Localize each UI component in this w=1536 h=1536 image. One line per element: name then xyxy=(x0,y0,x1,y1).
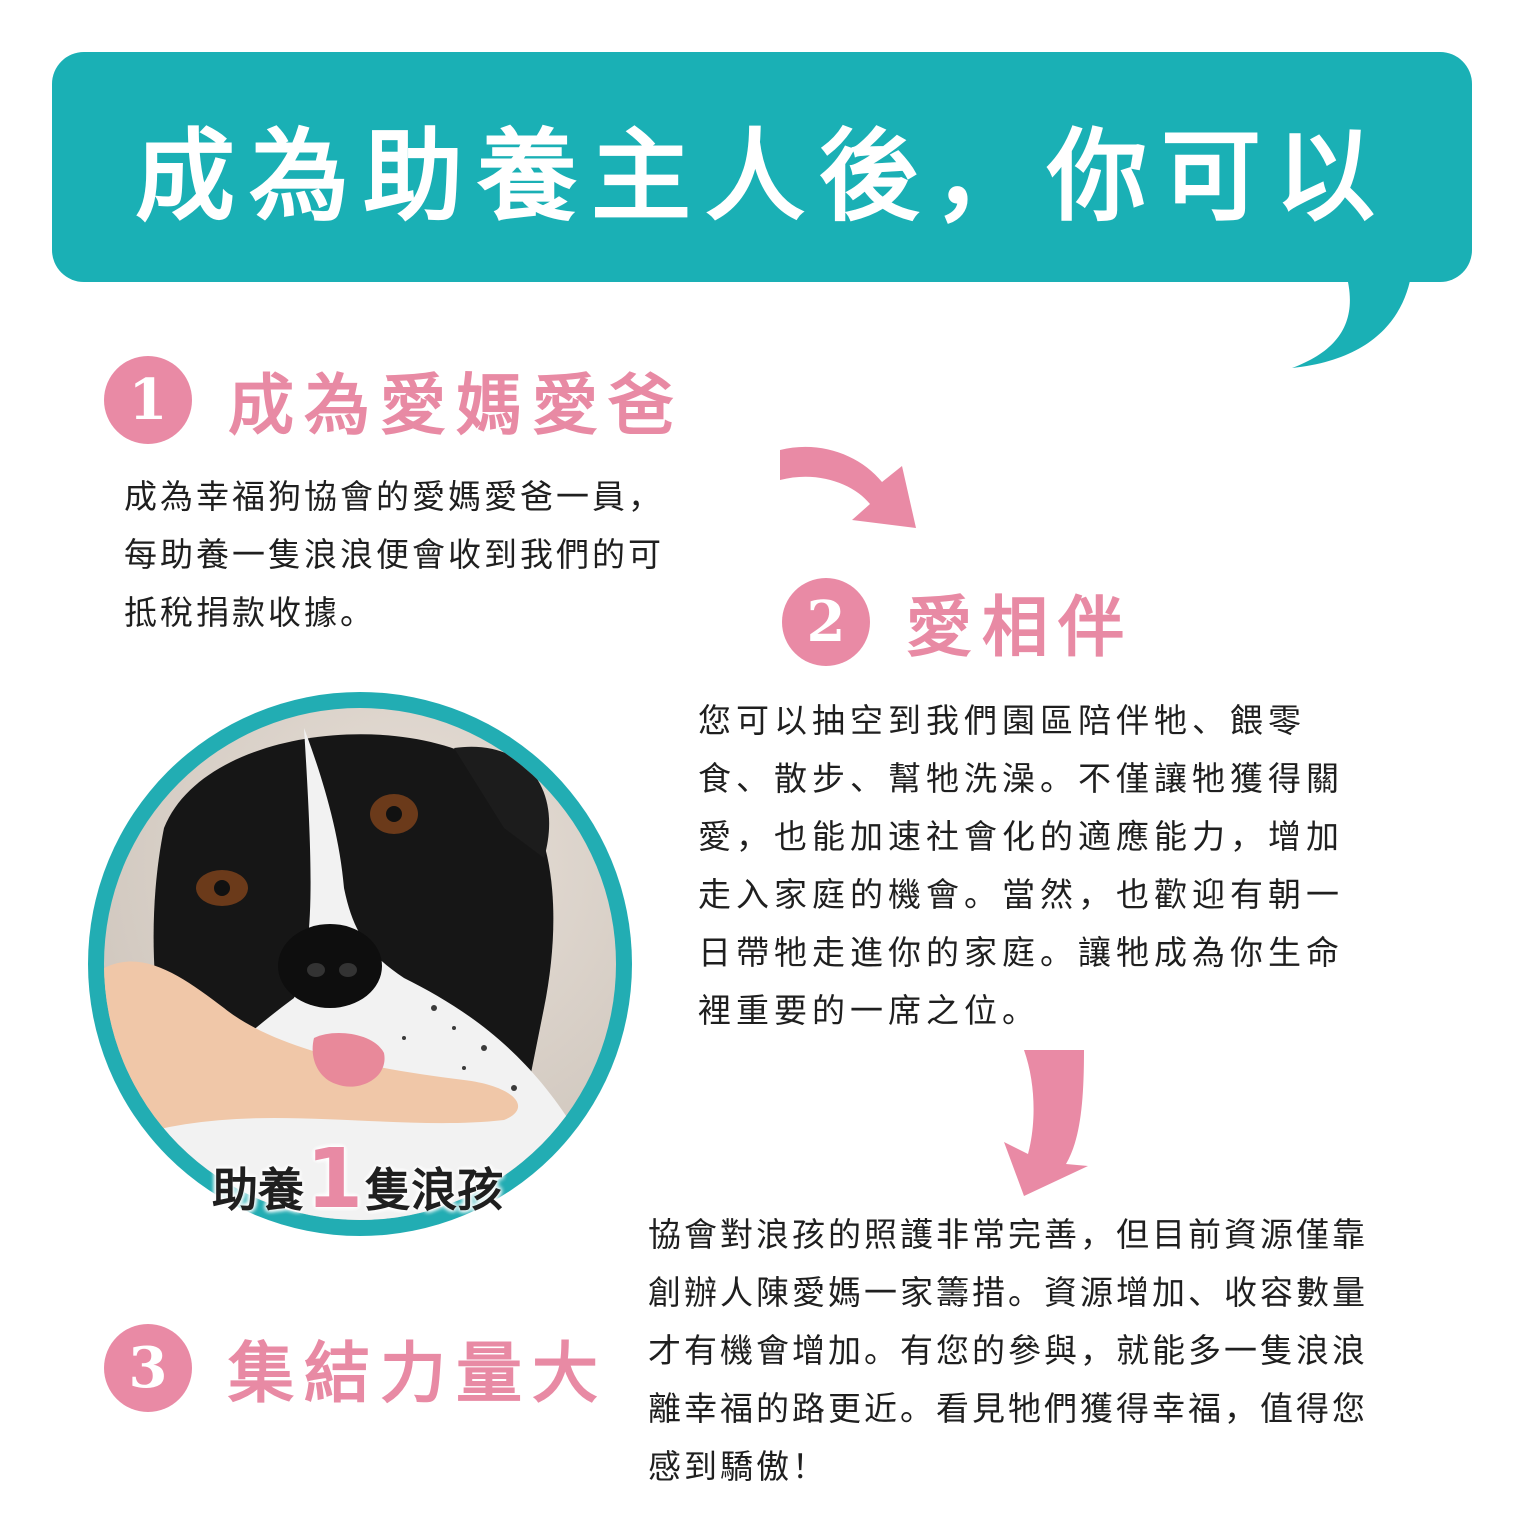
step-2-number: 2 xyxy=(782,578,870,666)
step-2-title: 愛相伴 xyxy=(906,589,1134,666)
step-2-line: 愛，也能加速社會化的適應能力，增加 xyxy=(698,817,1344,856)
dog-photo xyxy=(104,708,616,1220)
step-1-number: 1 xyxy=(104,356,192,444)
step-2-line: 走入家庭的機會。當然，也歡迎有朝一 xyxy=(698,875,1344,914)
photo-caption: 助養 1 隻浪孩 xyxy=(212,1132,504,1227)
step-3-heading: 3 集結力量大 xyxy=(104,1320,608,1416)
caption-number: 1 xyxy=(306,1132,364,1227)
step-1-line: 成為幸福狗協會的愛媽愛爸一員， xyxy=(124,477,664,516)
step-1-line: 每助養一隻浪浪便會收到我們的可 xyxy=(124,535,664,574)
step-3-line: 感到驕傲！ xyxy=(648,1447,828,1486)
step-3-line: 才有機會增加。有您的參與，就能多一隻浪浪 xyxy=(648,1331,1368,1370)
step-1-heading: 1 成為愛媽愛爸 xyxy=(104,352,684,448)
step-2-line: 食、散步、幫牠洗澡。不僅讓牠獲得關 xyxy=(698,759,1344,798)
step-1-line: 抵稅捐款收據。 xyxy=(124,593,376,632)
step-1-title: 成為愛媽愛爸 xyxy=(228,367,684,444)
header-bubble xyxy=(52,52,1472,282)
step-3-number: 3 xyxy=(104,1324,192,1412)
down-arrow-icon xyxy=(1004,1050,1088,1196)
bubble-tail xyxy=(1292,270,1412,368)
dog-illustration xyxy=(104,708,616,1220)
step-2-line: 日帶牠走進你的家庭。讓牠成為你生命 xyxy=(698,933,1344,972)
caption-suffix: 隻浪孩 xyxy=(365,1163,504,1217)
step-2-heading: 2 愛相伴 xyxy=(782,574,1134,670)
curved-arrow-icon xyxy=(780,446,916,528)
caption-prefix: 助養 xyxy=(212,1163,304,1217)
step-2-line: 裡重要的一席之位。 xyxy=(698,991,1040,1030)
step-2-text: 您可以抽空到我們園區陪伴牠、餵零 食、散步、幫牠洗澡。不僅讓牠獲得關 愛，也能加… xyxy=(698,692,1344,1040)
step-3-line: 協會對浪孩的照護非常完善，但目前資源僅靠 xyxy=(648,1215,1368,1254)
step-3-text: 協會對浪孩的照護非常完善，但目前資源僅靠 創辦人陳愛媽一家籌措。資源增加、收容數… xyxy=(648,1206,1368,1496)
step-3-title: 集結力量大 xyxy=(228,1335,608,1412)
step-3-line: 創辦人陳愛媽一家籌措。資源增加、收容數量 xyxy=(648,1273,1368,1312)
step-2-line: 您可以抽空到我們園區陪伴牠、餵零 xyxy=(698,701,1306,740)
page-title: 成為助養主人後，你可以 xyxy=(135,117,1389,235)
step-3-line: 離幸福的路更近。看見牠們獲得幸福，值得您 xyxy=(648,1389,1368,1428)
step-1-text: 成為幸福狗協會的愛媽愛爸一員， 每助養一隻浪浪便會收到我們的可 抵稅捐款收據。 xyxy=(124,468,664,642)
